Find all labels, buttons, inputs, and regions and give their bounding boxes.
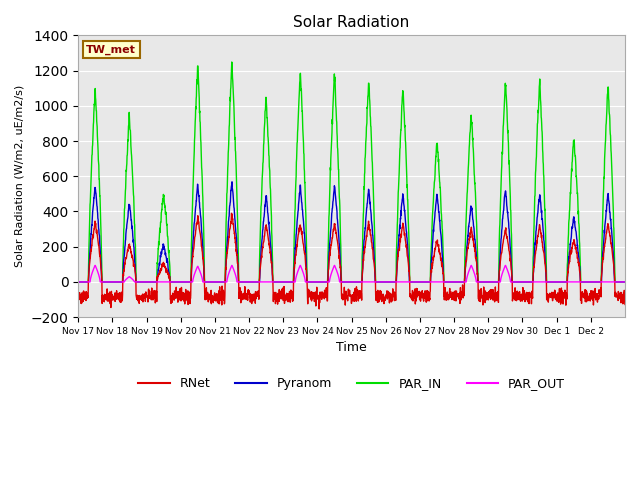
Line: PAR_IN: PAR_IN [78, 62, 625, 282]
Y-axis label: Solar Radiation (W/m2, uE/m2/s): Solar Radiation (W/m2, uE/m2/s) [15, 85, 25, 267]
PAR_IN [228, 59, 236, 65]
PAR_OUT [547, 279, 555, 285]
Legend: RNet, Pyranom, PAR_IN, PAR_OUT: RNet, Pyranom, PAR_IN, PAR_OUT [133, 372, 570, 396]
Pyranom [74, 279, 82, 285]
RNet [385, 295, 392, 300]
PAR_OUT [91, 263, 99, 268]
PAR_OUT [74, 279, 82, 285]
Pyranom [228, 179, 236, 185]
RNet [548, 295, 556, 300]
Pyranom [621, 279, 629, 285]
Pyranom [516, 279, 524, 285]
PAR_IN [516, 279, 524, 285]
RNet [228, 210, 236, 216]
X-axis label: Time: Time [336, 341, 367, 354]
PAR_OUT [247, 279, 255, 285]
PAR_OUT [516, 279, 524, 285]
RNet [129, 257, 136, 263]
RNet [614, 293, 621, 299]
PAR_OUT [129, 277, 137, 283]
Pyranom [247, 279, 255, 285]
Pyranom [129, 233, 136, 239]
PAR_OUT [621, 279, 629, 285]
Pyranom [614, 279, 621, 285]
PAR_IN [129, 178, 136, 183]
Title: Solar Radiation: Solar Radiation [294, 15, 410, 30]
RNet [621, 301, 629, 307]
Text: TW_met: TW_met [86, 44, 136, 55]
RNet [74, 297, 82, 302]
RNet [247, 294, 255, 300]
PAR_OUT [385, 279, 392, 285]
PAR_IN [385, 279, 392, 285]
Pyranom [385, 279, 392, 285]
PAR_IN [247, 279, 255, 285]
PAR_IN [614, 279, 621, 285]
RNet [516, 298, 524, 304]
PAR_IN [621, 279, 629, 285]
PAR_IN [547, 279, 555, 285]
Line: RNet: RNet [78, 213, 625, 309]
RNet [316, 306, 323, 312]
PAR_IN [74, 279, 82, 285]
Line: PAR_OUT: PAR_OUT [78, 265, 625, 282]
Pyranom [547, 279, 555, 285]
Line: Pyranom: Pyranom [78, 182, 625, 282]
PAR_OUT [614, 279, 621, 285]
